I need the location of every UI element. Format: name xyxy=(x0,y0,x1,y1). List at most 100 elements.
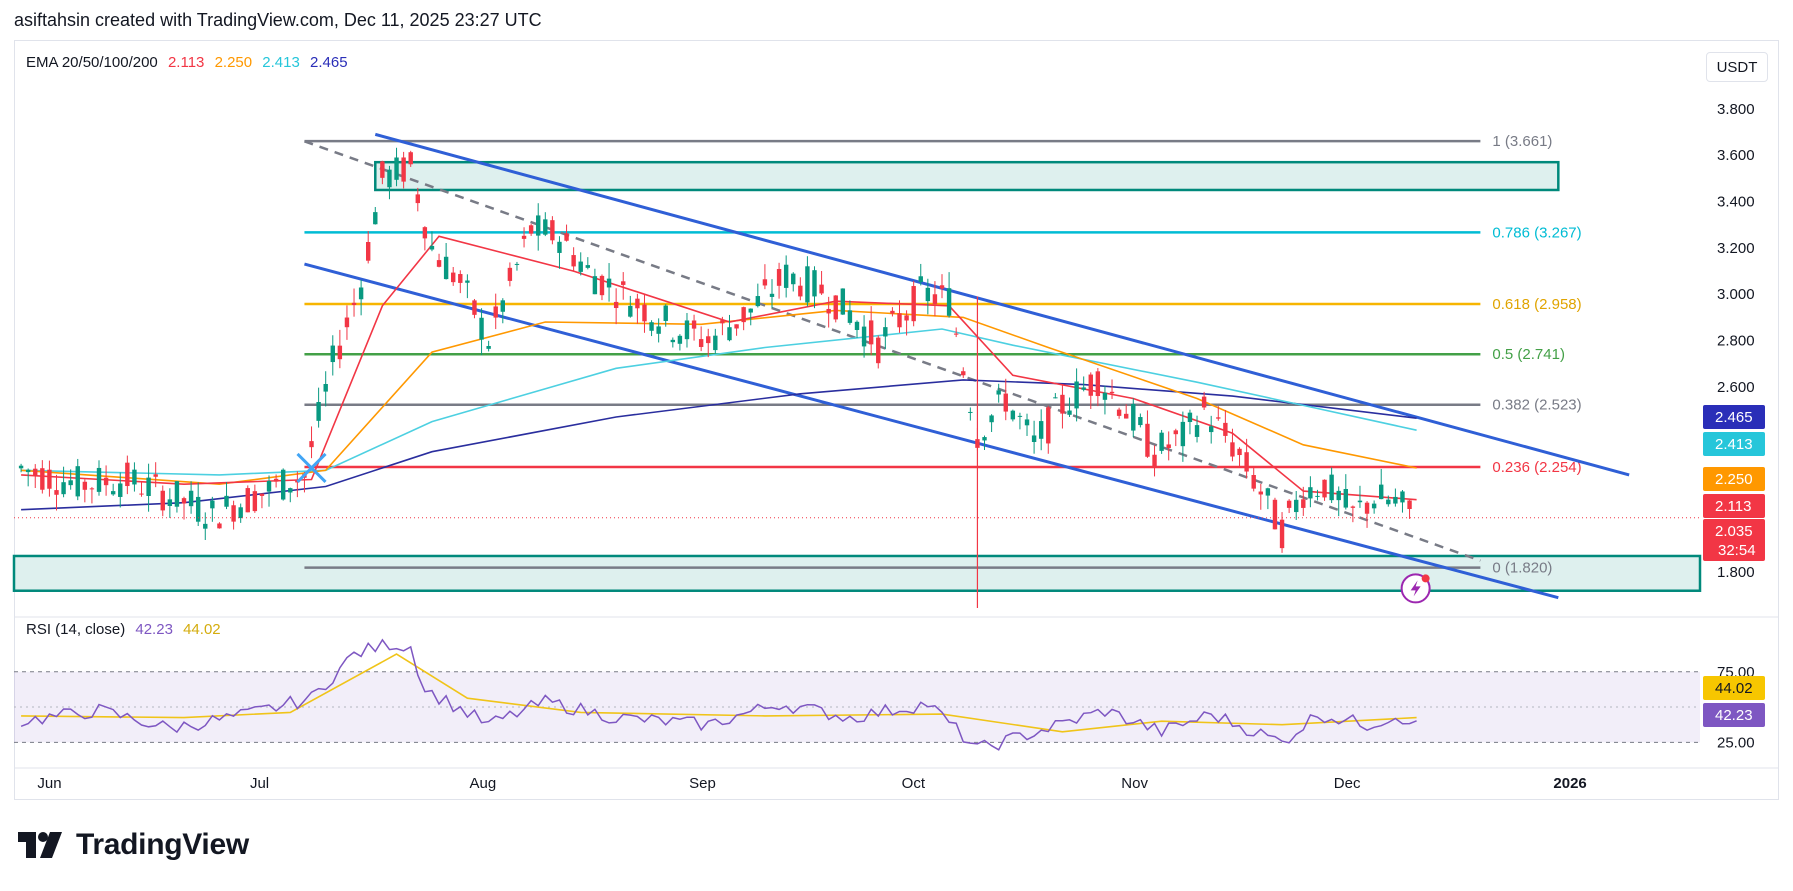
candle-body xyxy=(1315,495,1320,497)
candle-body xyxy=(465,280,470,283)
candle-body xyxy=(500,300,505,312)
candle-body xyxy=(677,335,683,344)
candle-body xyxy=(670,339,676,343)
candle-body xyxy=(656,326,661,334)
ema50-value: 2.250 xyxy=(214,54,253,71)
candle-body xyxy=(946,288,952,316)
candle-body xyxy=(486,346,491,349)
candle-body xyxy=(1131,403,1136,431)
candle-body xyxy=(968,411,973,413)
ema20-line xyxy=(21,235,1417,501)
candle-body xyxy=(1116,409,1122,416)
candle-body xyxy=(358,287,364,300)
bar-countdown: 32:54 xyxy=(1718,542,1756,559)
candle-body xyxy=(536,215,541,236)
ema200-value: 2.465 xyxy=(310,54,348,71)
last-price-value: 2.035 xyxy=(1715,523,1753,540)
chart-frame xyxy=(14,40,1779,800)
ema100-value: 2.413 xyxy=(262,54,300,71)
candle-body xyxy=(1102,392,1108,400)
candle-body xyxy=(776,269,782,286)
tradingview-wordmark: TradingView xyxy=(76,828,249,861)
candle-body xyxy=(75,466,80,497)
rsi-legend[interactable]: RSI (14, close) 42.23 44.02 xyxy=(26,621,227,638)
candle-body xyxy=(989,415,994,423)
candle-body xyxy=(876,337,881,364)
candle-body xyxy=(1216,417,1221,419)
candle-body xyxy=(188,490,194,507)
candle-body xyxy=(160,490,165,511)
candle-body xyxy=(1286,500,1292,508)
channel-upper-line xyxy=(374,132,1630,477)
candle-body xyxy=(1145,423,1150,457)
ema50-line xyxy=(21,309,1417,486)
candle-body xyxy=(861,326,867,347)
candle-body xyxy=(748,308,753,313)
fib-label-0: 0 (1.820) xyxy=(1492,560,1552,577)
candle-body xyxy=(1017,415,1023,417)
time-tick-Jun: Jun xyxy=(37,775,61,792)
candle-body xyxy=(96,467,102,492)
time-tick-Aug: Aug xyxy=(470,775,497,792)
price-label-2.250 xyxy=(1703,467,1765,491)
fib-label-0.786: 0.786 (3.267) xyxy=(1492,224,1581,241)
price-label-text-2.465: 2.465 xyxy=(1715,409,1753,426)
candle-body xyxy=(203,523,208,529)
candle-body xyxy=(1123,413,1129,419)
candle-body xyxy=(195,496,201,522)
candle-body xyxy=(61,482,66,495)
candle-body xyxy=(224,495,229,507)
ema-legend[interactable]: EMA 20/50/100/200 2.113 2.250 2.413 2.46… xyxy=(26,54,354,71)
support-zone xyxy=(12,554,1702,592)
candle-body xyxy=(125,462,130,487)
candle-body xyxy=(1371,503,1377,509)
candle-body xyxy=(854,321,860,330)
candle-body xyxy=(1294,499,1299,513)
candle-body xyxy=(458,274,463,283)
candle-body xyxy=(153,474,158,477)
candle-body xyxy=(1074,381,1079,409)
rsi-ma-badge-text: 44.02 xyxy=(1715,680,1753,697)
candle-body xyxy=(918,276,923,283)
candle-body xyxy=(1173,430,1178,435)
price-tick-2.800: 2.800 xyxy=(1717,333,1755,350)
candle-body xyxy=(713,335,718,351)
tradingview-logo[interactable]: TradingView xyxy=(18,828,249,862)
candle-body xyxy=(543,219,548,235)
alert-dot xyxy=(1421,574,1430,583)
candle-body xyxy=(961,371,966,376)
currency-button[interactable]: USDT xyxy=(1706,52,1768,82)
candle-body xyxy=(939,285,945,289)
rsi-badge-text: 42.23 xyxy=(1715,707,1753,724)
candle-body xyxy=(1407,500,1412,510)
rsi-ma-badge xyxy=(1703,676,1765,700)
candle-body xyxy=(720,320,725,324)
candle-body xyxy=(47,469,52,489)
chart-header: asiftahsin created with TradingView.com,… xyxy=(14,10,542,30)
candle-body xyxy=(309,441,314,448)
price-tick-1.800: 1.800 xyxy=(1717,564,1755,581)
rsi-ma-value: 44.02 xyxy=(183,621,221,638)
candle-body xyxy=(1109,391,1115,394)
candle-body xyxy=(1308,487,1313,499)
candle-body xyxy=(833,295,838,320)
candle-body xyxy=(996,390,1001,395)
candle-body xyxy=(280,469,286,500)
candle-body xyxy=(932,294,938,305)
candle-body xyxy=(1350,506,1356,508)
candle-body xyxy=(840,288,846,315)
price-label-text-2.113: 2.113 xyxy=(1715,498,1751,515)
candle-body xyxy=(953,333,959,335)
candle-body xyxy=(288,488,293,493)
candle-body xyxy=(174,481,180,507)
candle-body xyxy=(706,336,711,344)
candle-body xyxy=(649,322,654,331)
price-tick-3.200: 3.200 xyxy=(1717,240,1755,257)
candle-body xyxy=(68,480,73,486)
candle-body xyxy=(18,465,24,469)
candle-body xyxy=(54,490,59,495)
candle-body xyxy=(741,307,746,323)
candle-body xyxy=(1180,421,1186,447)
ema-legend-label: EMA 20/50/100/200 xyxy=(26,54,158,71)
